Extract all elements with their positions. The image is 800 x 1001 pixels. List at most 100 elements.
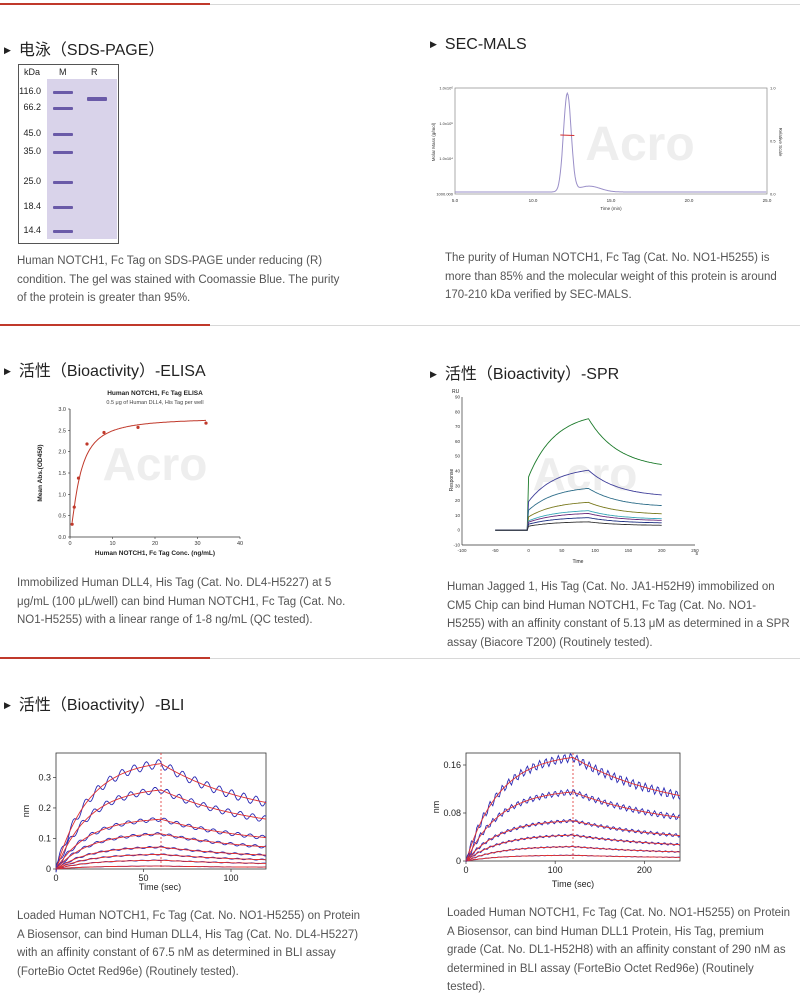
spr-chart: Acro RU -100 -50 0 50 100 150 200 250-100102030… xyxy=(449,389,699,565)
fit-curve xyxy=(55,853,267,870)
y-tick-label: 0.3 xyxy=(38,772,51,782)
fit-curve xyxy=(55,818,267,870)
fit-curve xyxy=(55,859,267,870)
bli-right-chart: 0 100 200 0 0.08 0.16 Time (sec) nm xyxy=(431,752,681,889)
y-tick-label: 0.5 xyxy=(58,514,66,520)
mw-marker-label: 35.0 xyxy=(23,146,41,156)
watermark: Acro xyxy=(585,118,694,171)
bli-left-ylabel: nm xyxy=(21,805,31,818)
elisa-caption: Immobilized Human DLL4, His Tag (Cat. No… xyxy=(17,577,346,626)
y-tick-label: 1.5 xyxy=(58,471,66,477)
bli-title: ▶ 活性（Bioactivity）-BLI xyxy=(4,697,185,714)
y-tick-label: 1.0x10⁵ xyxy=(439,121,453,126)
y-tick-label: 1.0x10⁶ xyxy=(439,86,453,91)
x-tick-label: 10.0 xyxy=(529,198,538,203)
y-tick-label: 40 xyxy=(455,469,461,474)
binding-curve xyxy=(55,759,267,873)
bullet-icon: ▶ xyxy=(4,700,11,710)
secmals-y2label: Relative Scale xyxy=(778,128,783,157)
fit-curve xyxy=(465,854,680,862)
fit-curve xyxy=(465,846,680,862)
divider xyxy=(0,325,800,326)
bullet-icon: ▶ xyxy=(4,366,11,376)
y-tick-label: 20 xyxy=(455,498,461,503)
y-tick-label: 0.0 xyxy=(58,535,66,541)
y-tick-label: 0.16 xyxy=(443,760,461,770)
binding-curve xyxy=(55,817,267,868)
x-tick-label: 30 xyxy=(194,541,200,547)
y-tick-label: 0.2 xyxy=(38,803,51,813)
fit-curve xyxy=(55,865,267,870)
y-tick-label: 90 xyxy=(455,395,461,400)
elisa-chart: Acro Human NOTCH1, Fc Tag ELISA 0.5 μg o… xyxy=(37,390,243,557)
y-tick-label: 0.1 xyxy=(38,833,51,843)
elisa-xlabel: Human NOTCH1, Fc Tag Conc. (ng/mL) xyxy=(95,550,215,557)
bullet-icon: ▶ xyxy=(430,39,437,49)
bullet-icon: ▶ xyxy=(430,369,437,379)
y-tick-label: 30 xyxy=(455,483,461,488)
spr-ylabel: Response xyxy=(449,469,455,492)
gel-kda-label: kDa xyxy=(24,67,41,77)
x-tick-label: 50 xyxy=(138,873,148,883)
spr-xlabel: Time xyxy=(573,559,584,565)
x-tick-label: 200 xyxy=(637,865,652,875)
ladder-band xyxy=(53,181,73,184)
ladder-band xyxy=(53,107,73,110)
x-tick-label: 5.0 xyxy=(452,198,459,203)
accent-line xyxy=(0,3,210,5)
x-tick-label: -100 xyxy=(457,548,467,553)
x-tick-label: 250 xyxy=(691,548,699,553)
mw-marker-label: 14.4 xyxy=(23,225,41,235)
sensorgram-curve xyxy=(495,521,662,531)
spr-caption: Human Jagged 1, His Tag (Cat. No. JA1-H5… xyxy=(447,581,790,649)
secmals-chart: Acro 5.0 10.0 15.0 20.0 25.0 1000.000 1.0x10⁴ 1… xyxy=(431,86,783,212)
y-tick-label: 0 xyxy=(456,856,461,866)
watermark: Acro xyxy=(533,448,638,500)
bli-left-xlabel: Time (sec) xyxy=(139,882,181,892)
bli-right-ylabel: nm xyxy=(431,801,441,814)
y2-tick-label: 0.5 xyxy=(770,139,776,144)
data-point xyxy=(136,425,140,429)
y2-tick-label: 1.0 xyxy=(770,86,776,91)
elisa-ylabel: Mean Abs.(OD450) xyxy=(37,444,44,501)
ladder-band xyxy=(53,151,73,154)
secmals-title: ▶ SEC-MALS xyxy=(430,36,527,53)
data-point xyxy=(102,430,106,435)
mw-marker-label: 18.4 xyxy=(23,201,41,211)
bullet-icon: ▶ xyxy=(4,45,11,55)
y-tick-label: 2.5 xyxy=(58,428,66,434)
x-tick-label: -50 xyxy=(492,548,499,553)
spr-unit: RU xyxy=(452,389,460,395)
y-tick-label: 0 xyxy=(457,528,460,533)
x-tick-label: 20 xyxy=(152,541,158,547)
binding-curve xyxy=(465,818,681,863)
ladder-band xyxy=(53,206,73,209)
ladder-band xyxy=(53,230,73,233)
y-tick-label: 3.0 xyxy=(58,407,66,413)
molar-mass-trace xyxy=(560,134,575,136)
secmals-ylabel: Molar Mass (g/mol) xyxy=(431,122,436,161)
bli-left-caption: Loaded Human NOTCH1, Fc Tag (Cat. No. NO… xyxy=(17,910,361,978)
fit-curve xyxy=(71,419,206,523)
divider xyxy=(0,4,800,5)
sds-title: ▶ 电泳（SDS-PAGE） xyxy=(4,42,165,59)
data-point xyxy=(72,505,76,509)
y-tick-label: 2.0 xyxy=(58,450,66,456)
y-tick-label: 80 xyxy=(455,409,461,414)
data-point xyxy=(76,476,81,480)
data-point xyxy=(70,522,74,526)
secmals-xlabel: Time (min) xyxy=(600,206,622,211)
x-tick-label: 100 xyxy=(591,548,599,553)
x-tick-label: 15.0 xyxy=(607,198,616,203)
gel-lanes xyxy=(47,79,117,239)
x-tick-label: 100 xyxy=(548,865,563,875)
y-tick-label: 10 xyxy=(455,513,461,518)
x-tick-label: 50 xyxy=(559,548,565,553)
gel-reducing-label: R xyxy=(91,67,98,77)
sds-caption: Human NOTCH1, Fc Tag on SDS-PAGE under r… xyxy=(17,255,340,304)
mw-marker-label: 116.0 xyxy=(19,86,41,96)
fit-curve xyxy=(465,791,681,862)
y-tick-label: 70 xyxy=(455,424,461,429)
fit-curve xyxy=(55,789,267,870)
mw-marker-label: 66.2 xyxy=(23,102,41,112)
